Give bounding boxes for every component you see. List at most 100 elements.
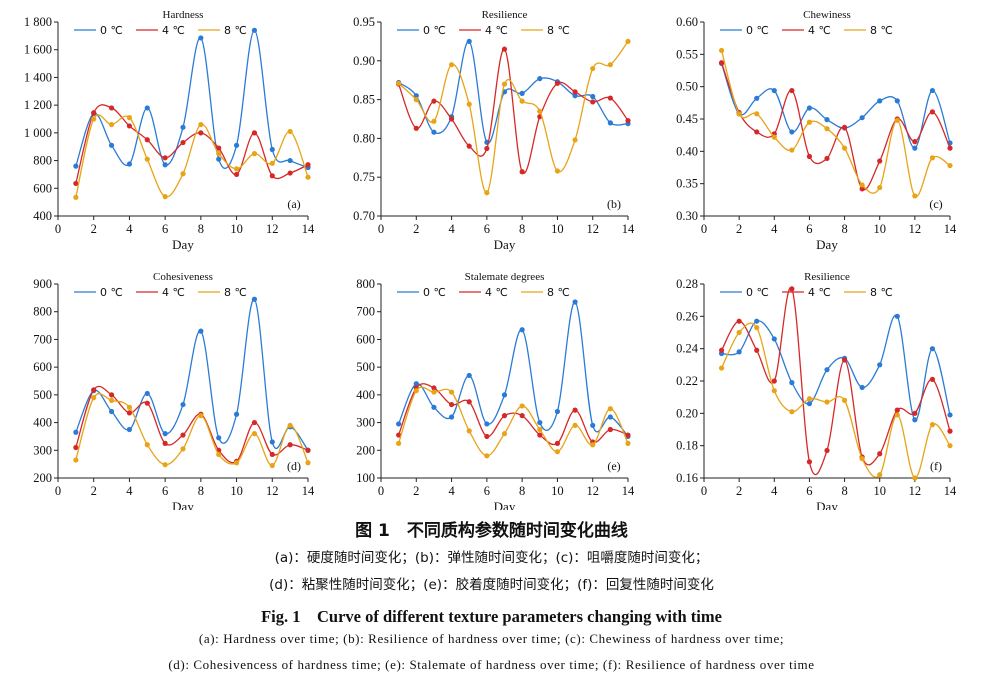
x-tick-label: 4 (126, 484, 133, 498)
y-tick-label: 400 (356, 388, 375, 402)
data-point-1 (216, 145, 222, 151)
data-point-0 (269, 146, 275, 153)
data-point-0 (466, 38, 472, 45)
data-point-0 (448, 414, 455, 420)
data-point-2 (466, 428, 472, 434)
data-point-2 (841, 145, 848, 151)
x-tick-label: 10 (551, 222, 564, 236)
y-tick-label: 0.35 (676, 177, 698, 191)
data-point-0 (894, 98, 900, 104)
chart-title: Resilience (482, 9, 528, 21)
data-point-1 (91, 110, 97, 116)
data-point-2 (537, 108, 543, 114)
y-tick-label: 1 200 (24, 98, 52, 112)
y-tick-label: 300 (356, 416, 375, 430)
data-point-2 (448, 389, 455, 395)
data-point-0 (929, 346, 936, 352)
data-point-0 (73, 429, 79, 435)
y-tick-label: 600 (33, 360, 52, 374)
x-tick-label: 8 (519, 484, 525, 498)
panel-label: (c) (929, 197, 942, 211)
x-tick-label: 14 (622, 484, 635, 498)
data-point-1 (466, 143, 472, 149)
data-point-2 (287, 422, 293, 428)
legend-label-0: 0 ℃ (423, 24, 446, 37)
data-point-1 (537, 432, 543, 438)
y-tick-label: 800 (33, 305, 52, 319)
y-tick-label: 500 (356, 360, 375, 374)
panel-label: (b) (607, 197, 621, 211)
x-tick-label: 4 (126, 222, 133, 236)
y-tick-label: 0.60 (676, 15, 698, 29)
data-point-0 (607, 414, 613, 420)
x-tick-label: 6 (162, 484, 168, 498)
x-tick-label: 10 (873, 484, 886, 498)
data-point-2 (554, 168, 561, 174)
series-line-1 (75, 385, 309, 464)
data-point-0 (771, 336, 777, 342)
data-point-2 (947, 443, 953, 449)
panel-label: (f) (930, 459, 942, 473)
data-point-0 (554, 408, 561, 415)
y-tick-label: 1 000 (24, 126, 52, 140)
x-axis-label: Day (494, 237, 516, 252)
data-point-2 (484, 190, 490, 196)
data-point-2 (718, 365, 725, 371)
data-point-1 (305, 162, 311, 168)
data-point-2 (947, 162, 953, 169)
data-point-2 (877, 472, 883, 478)
data-point-2 (859, 182, 865, 188)
data-point-0 (824, 117, 830, 123)
x-tick-label: 10 (551, 484, 564, 498)
caption-zh-line-1: (a)：硬度随时间变化；(b)：弹性随时间变化；(c)：咀嚼度随时间变化； (274, 550, 709, 566)
y-tick-label: 0.40 (676, 144, 698, 158)
data-point-1 (718, 347, 725, 353)
data-point-2 (108, 397, 115, 403)
data-point-1 (736, 318, 742, 324)
data-point-1 (466, 399, 472, 405)
data-point-0 (519, 327, 525, 333)
data-point-0 (396, 421, 402, 427)
data-point-2 (625, 38, 631, 45)
x-tick-label: 8 (519, 222, 525, 236)
x-tick-label: 12 (266, 222, 279, 236)
data-point-2 (554, 449, 561, 455)
data-point-2 (233, 460, 240, 466)
data-point-1 (233, 171, 240, 178)
data-point-0 (233, 142, 240, 148)
data-point-1 (180, 432, 186, 438)
data-point-1 (519, 169, 525, 175)
data-point-0 (144, 390, 150, 397)
data-point-0 (216, 435, 222, 441)
data-point-2 (431, 118, 437, 124)
x-tick-label: 8 (841, 484, 847, 498)
x-tick-label: 2 (736, 222, 742, 236)
data-point-1 (877, 158, 883, 164)
data-point-2 (519, 403, 525, 409)
panel-label: (e) (607, 459, 620, 473)
y-tick-label: 0.70 (353, 209, 375, 223)
chart-panel-f: 0.16 0.18 0.20 0.22 0.24 0.26 0.28 0 2 4 6 8 10 12 14 D… (676, 271, 957, 510)
legend-label-0: 0 ℃ (100, 24, 123, 37)
y-tick-label: 0.20 (676, 406, 698, 420)
data-point-1 (789, 286, 795, 292)
data-point-0 (572, 93, 578, 99)
y-tick-label: 0.45 (676, 112, 698, 126)
y-tick-label: 0.90 (353, 54, 375, 68)
x-tick-label: 2 (91, 222, 97, 236)
data-point-1 (501, 46, 508, 52)
data-point-2 (484, 453, 490, 459)
data-point-2 (396, 80, 402, 86)
caption-zh-line-2: (d)：粘聚性随时间变化；(e)：胶着度随时间变化；(f)：回复性随时间变化 (269, 577, 714, 593)
data-point-2 (771, 388, 777, 394)
data-point-1 (929, 376, 936, 382)
x-tick-label: 10 (230, 484, 243, 498)
data-point-2 (572, 422, 578, 428)
data-point-1 (806, 459, 813, 465)
caption-en-line-2: (d): Cohesivencess of hardness time; (e)… (168, 657, 815, 672)
data-point-1 (251, 130, 258, 136)
data-point-0 (269, 439, 275, 445)
data-point-0 (754, 318, 760, 324)
legend-label-0: 0 ℃ (746, 24, 769, 37)
legend-label-2: 8 ℃ (547, 286, 570, 299)
